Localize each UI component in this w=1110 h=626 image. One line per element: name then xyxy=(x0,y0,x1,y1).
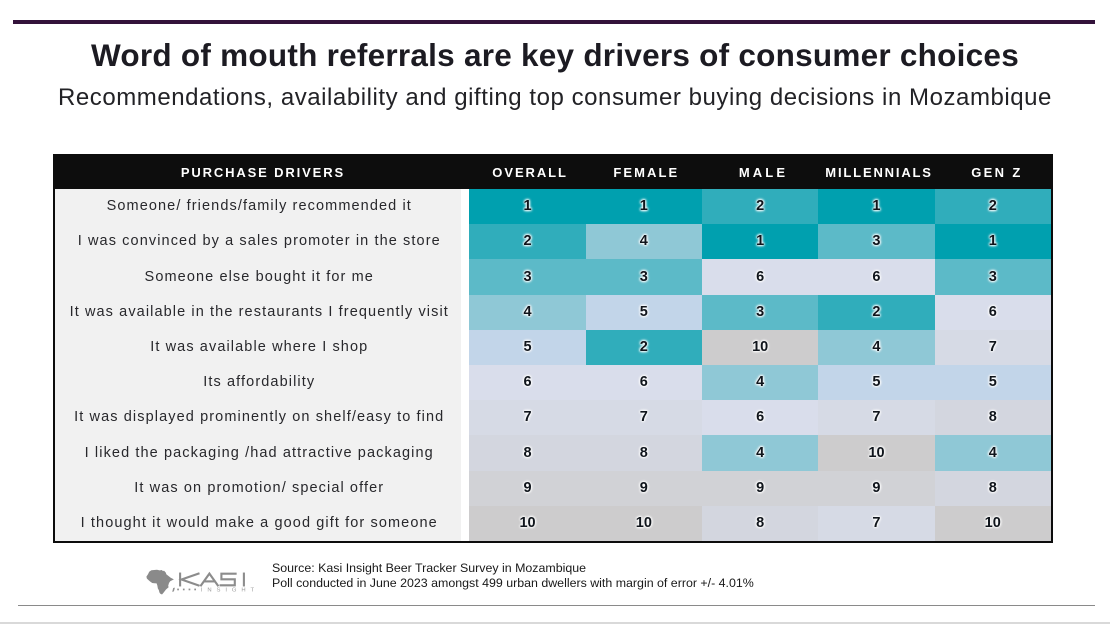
svg-text:INSIGHT: INSIGHT xyxy=(201,588,259,594)
